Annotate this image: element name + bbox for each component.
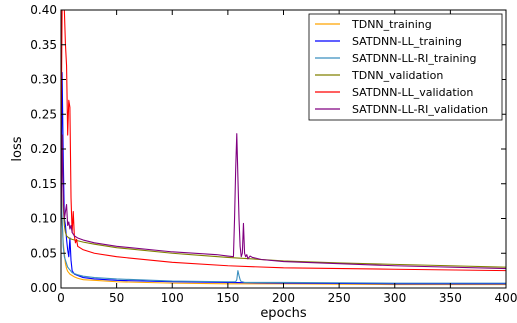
x-tick-label: 250 [328,291,351,305]
y-tick-label: 0.10 [30,212,57,226]
series-line-satdnn-ll-validation [61,10,506,272]
legend-label: TDNN_training [351,18,432,31]
y-tick-label: 0.35 [30,38,57,52]
x-tick-label: 0 [57,291,65,305]
x-tick-label: 350 [439,291,462,305]
x-tick-label: 100 [161,291,184,305]
legend-label: TDNN_validation [351,69,443,82]
plot-frame [60,9,507,289]
x-tick-label: 200 [272,291,295,305]
y-axis-label: loss [10,136,25,161]
y-tick-label: 0.40 [30,3,57,17]
y-tick-label: 0.20 [30,142,57,156]
y-tick-label: 0.00 [30,281,57,295]
x-axis-label: epochs [260,306,307,321]
legend-label: SATDNN-LL-RI_validation [352,103,488,116]
series-line-satdnn-ll-ri-training [61,183,506,284]
y-tick-label: 0.15 [30,177,57,191]
series-line-satdnn-ll-ri-validation [61,133,506,270]
y-tick-label: 0.05 [30,246,57,260]
tick-layer: 0 50 100 150 200 250 300 350 400 0.00 0.05 0.10 0.15… [30,3,517,305]
legend-label: SATDNN-LL_training [352,35,462,48]
legend-label: SATDNN-LL_validation [352,86,473,99]
x-tick-label: 300 [383,291,406,305]
series-line-tdnn-validation [61,134,506,268]
y-tick-label: 0.30 [30,73,57,87]
legend-label: SATDNN-LL-RI_training [352,52,477,65]
series-line-satdnn-ll-training [61,72,506,285]
x-tick-label: 150 [216,291,239,305]
legend-box [308,13,503,121]
series-layer [61,10,506,286]
x-tick-label: 400 [495,291,517,305]
y-tick-label: 0.25 [30,107,57,121]
legend: TDNN_training SATDNN-LL_training SATDNN-LL… [308,13,503,121]
x-tick-label: 50 [109,291,124,305]
